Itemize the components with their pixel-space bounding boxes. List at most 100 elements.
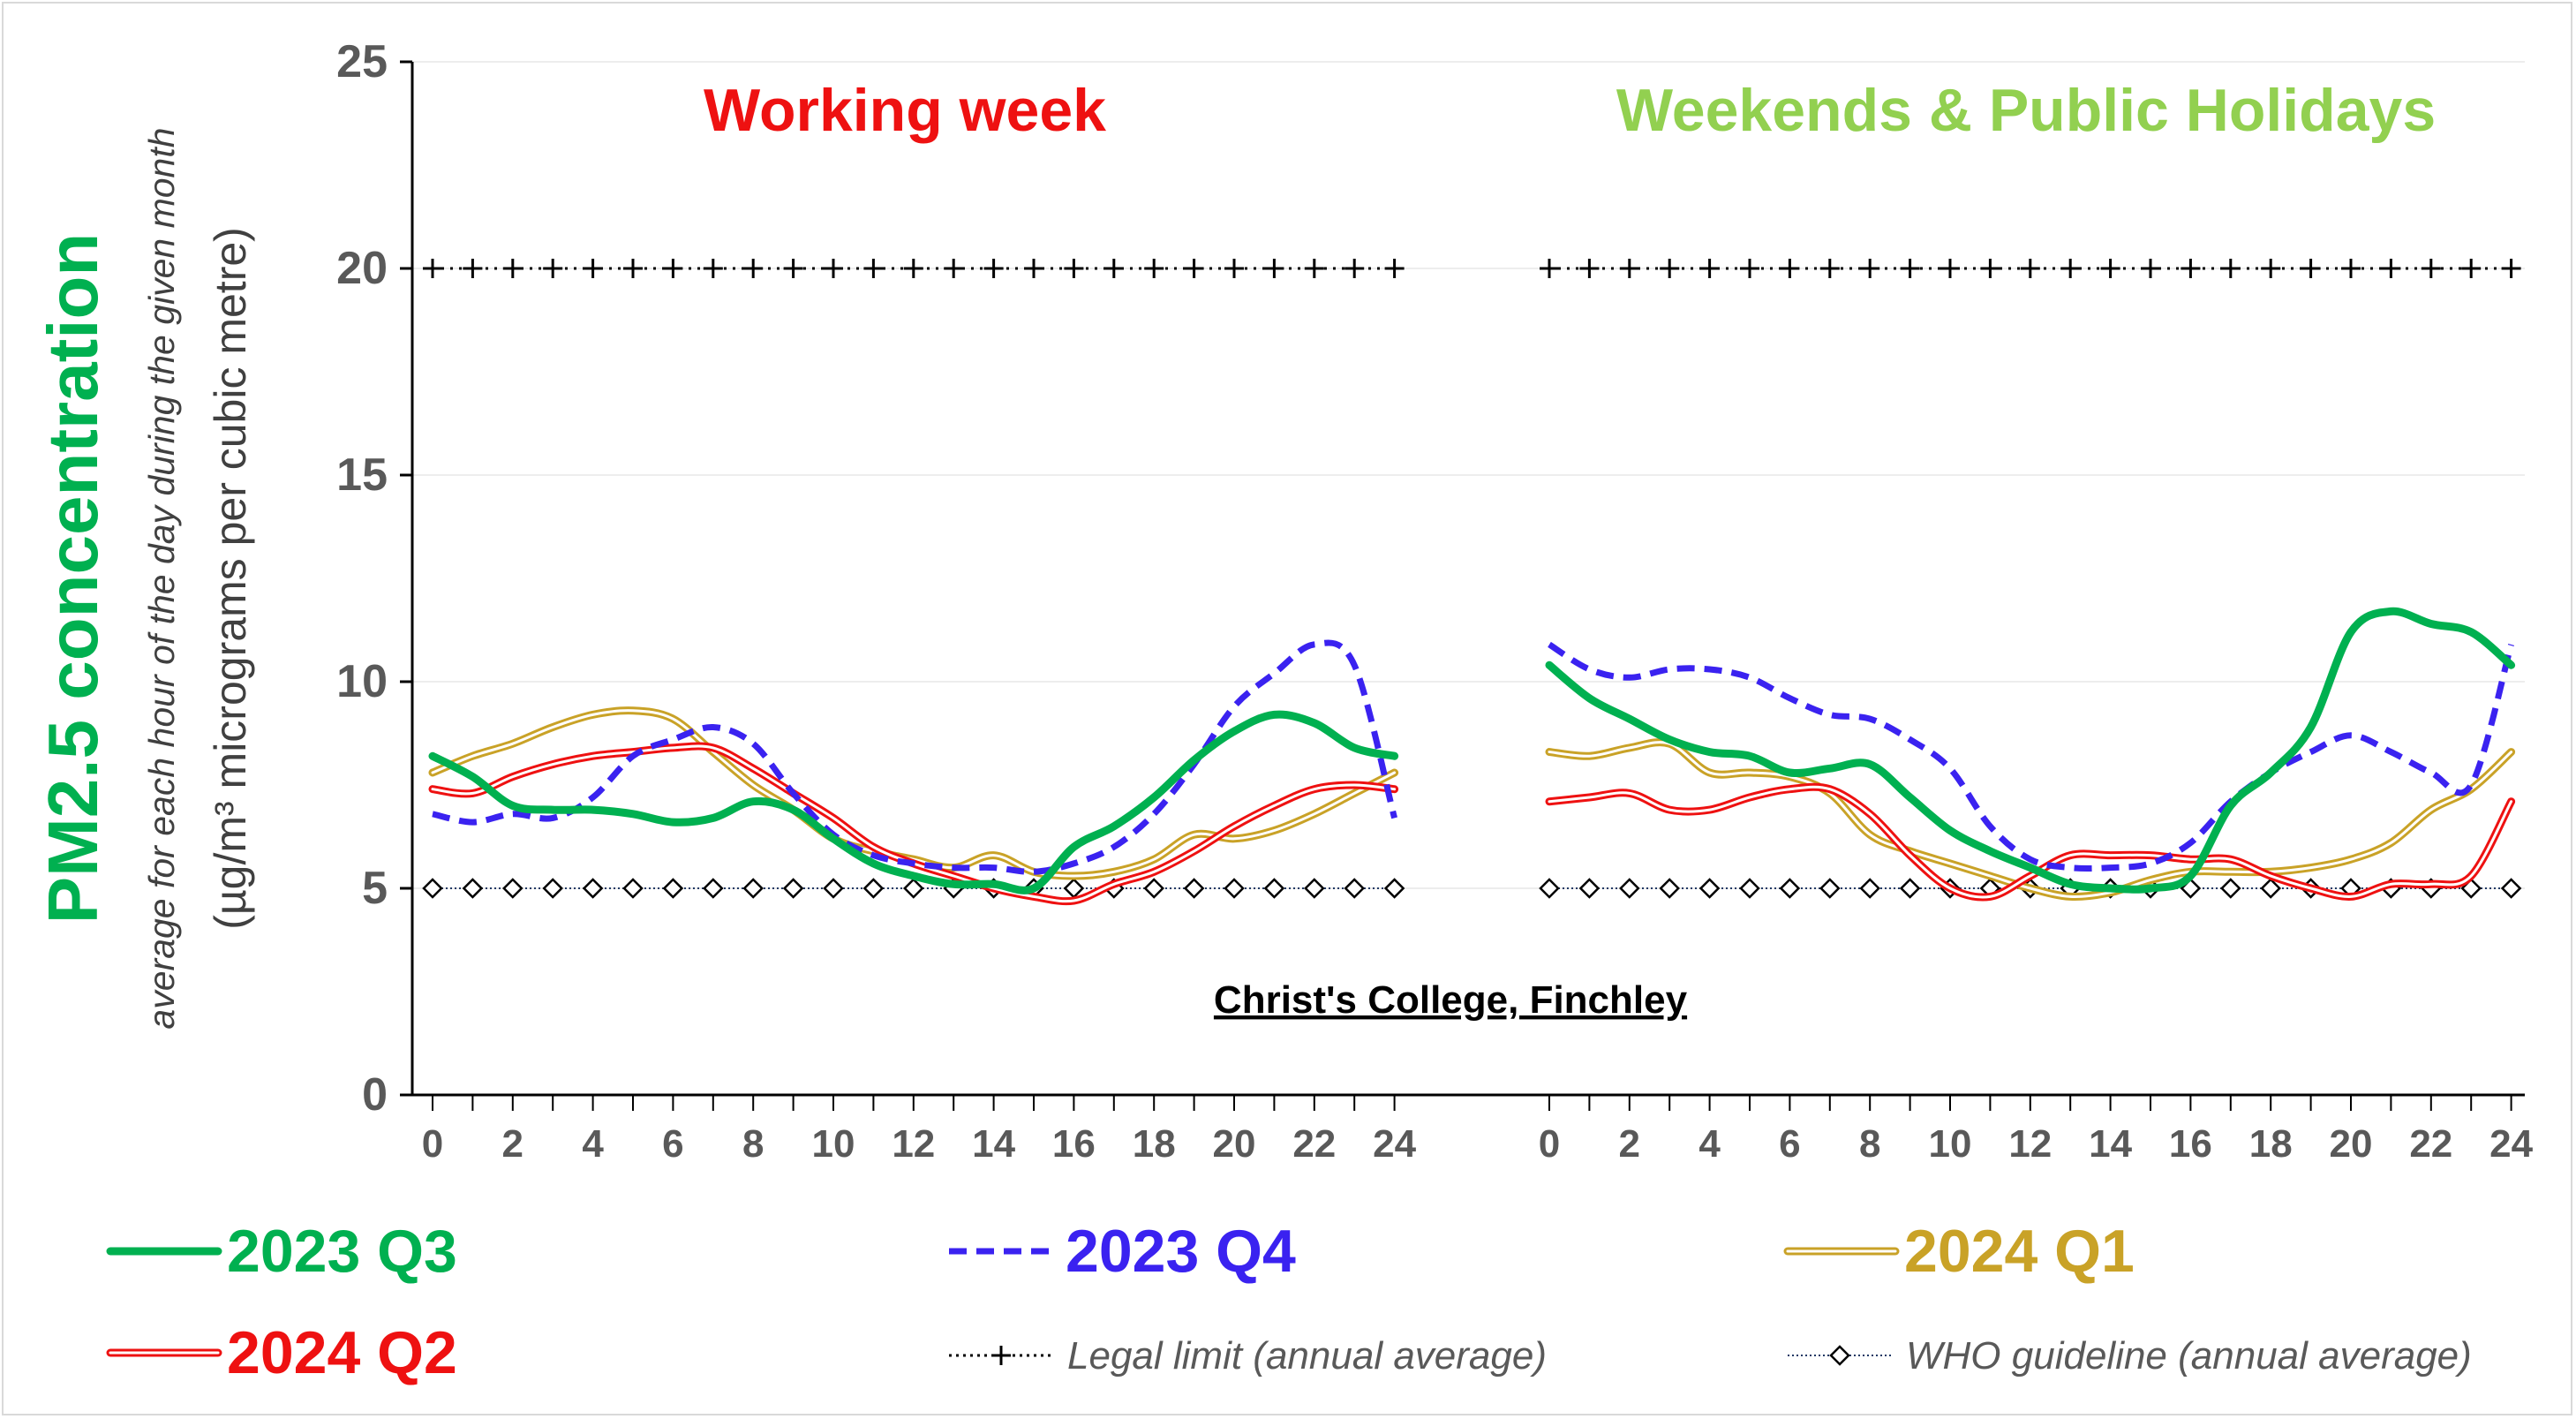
plus-marker bbox=[463, 259, 483, 278]
legend: 2023 Q3 2023 Q4 2024 Q1 2024 Q2 Legal limit … bbox=[106, 1218, 2472, 1386]
plus-marker bbox=[543, 259, 563, 278]
plus-marker bbox=[2421, 259, 2441, 278]
x-tick-label: 22 bbox=[1292, 1122, 1336, 1166]
legend-diamond-marker bbox=[1829, 1345, 1850, 1366]
legend-label-2024-q1: 2024 Q1 bbox=[1904, 1218, 2135, 1285]
diamond-marker bbox=[742, 878, 764, 899]
plus-marker bbox=[663, 259, 683, 278]
plus-marker bbox=[703, 259, 723, 278]
diamond-marker bbox=[422, 878, 443, 899]
plus-marker bbox=[1819, 259, 1840, 278]
plus-marker bbox=[863, 259, 884, 278]
plus-marker bbox=[2341, 259, 2361, 278]
diamond-marker bbox=[1304, 878, 1325, 899]
y-tick-label: 5 bbox=[362, 863, 388, 914]
diamond-marker bbox=[1539, 878, 1560, 899]
plus-marker bbox=[1344, 259, 1365, 278]
plus-marker bbox=[783, 259, 803, 278]
series-2024-q1-working bbox=[428, 706, 1399, 880]
x-tick-label: 0 bbox=[422, 1122, 443, 1166]
diamond-marker bbox=[862, 878, 885, 899]
legend-label-legal-limit: Legal limit (annual average) bbox=[1067, 1334, 1547, 1377]
x-tick-label: 24 bbox=[2489, 1122, 2533, 1166]
x-tick-label: 16 bbox=[1052, 1122, 1096, 1166]
plus-marker bbox=[2181, 259, 2201, 278]
series-2023-q3-weekend bbox=[1545, 607, 2516, 894]
plus-marker bbox=[824, 259, 843, 278]
x-tick-label: 10 bbox=[812, 1122, 855, 1166]
plus-marker bbox=[2020, 259, 2040, 278]
x-tick-label: 12 bbox=[892, 1122, 935, 1166]
diamond-marker bbox=[1063, 878, 1085, 899]
x-tick-label: 6 bbox=[662, 1122, 683, 1166]
x-tick-label: 12 bbox=[2008, 1122, 2052, 1166]
x-tick-label: 6 bbox=[1779, 1122, 1800, 1166]
plus-marker bbox=[1940, 259, 1960, 278]
x-tick-label: 20 bbox=[2330, 1122, 2373, 1166]
plus-marker bbox=[1384, 259, 1405, 278]
plus-marker bbox=[1064, 259, 1084, 278]
site-label: Christ's College, Finchley bbox=[1214, 978, 1688, 1022]
y-tick-label: 20 bbox=[336, 243, 388, 294]
x-tick-label: 2 bbox=[1619, 1122, 1640, 1166]
diamond-marker bbox=[662, 878, 684, 899]
plus-marker bbox=[2381, 259, 2401, 278]
plus-marker bbox=[1619, 259, 1639, 278]
diamond-marker bbox=[823, 878, 844, 899]
plus-marker bbox=[2220, 259, 2241, 278]
diamond-marker bbox=[1383, 878, 1405, 899]
diamond-marker bbox=[1859, 878, 1880, 899]
plus-marker bbox=[1144, 259, 1164, 278]
panel-title: Working week bbox=[704, 77, 1106, 144]
plus-marker bbox=[1780, 259, 1800, 278]
plus-marker bbox=[1699, 259, 1720, 278]
reference-lines bbox=[422, 259, 2522, 899]
diamond-marker bbox=[1578, 878, 1601, 899]
diamond-marker bbox=[782, 878, 804, 899]
diamond-marker bbox=[2500, 878, 2522, 899]
legend-label-2024-q2: 2024 Q2 bbox=[227, 1319, 457, 1386]
series-2023-q4-weekend bbox=[1548, 641, 2514, 872]
plus-marker bbox=[1860, 259, 1880, 278]
plus-marker bbox=[423, 259, 442, 278]
plus-marker bbox=[1540, 259, 1559, 278]
x-tick-label: 18 bbox=[2249, 1122, 2293, 1166]
plus-marker bbox=[1579, 259, 1600, 278]
y-tick-label: 25 bbox=[336, 36, 388, 87]
diamond-marker bbox=[903, 878, 924, 899]
plus-marker bbox=[983, 259, 1004, 278]
x-tick-label: 22 bbox=[2409, 1122, 2452, 1166]
y-axis-units: (µg/m³ micrograms per cubic metre) bbox=[206, 227, 255, 930]
series-2024-q1-working-inner bbox=[431, 709, 1397, 878]
plus-marker bbox=[1660, 259, 1680, 278]
x-tick-label: 8 bbox=[1859, 1122, 1880, 1166]
diamond-marker bbox=[582, 878, 604, 899]
plus-marker bbox=[2100, 259, 2120, 278]
x-tick-label: 16 bbox=[2169, 1122, 2212, 1166]
diamond-marker bbox=[2220, 878, 2241, 899]
series-2024-q2-weekend-inner bbox=[1548, 785, 2513, 899]
diamond-marker bbox=[1659, 878, 1680, 899]
diamond-marker bbox=[542, 878, 563, 899]
x-tick-label: 0 bbox=[1539, 1122, 1560, 1166]
diamond-marker bbox=[1344, 878, 1365, 899]
plus-marker bbox=[743, 259, 764, 278]
diamond-marker bbox=[622, 878, 644, 899]
plus-marker bbox=[1900, 259, 1920, 278]
series-2023-q4-working bbox=[432, 639, 1397, 875]
diamond-marker bbox=[1899, 878, 1921, 899]
series-lines bbox=[428, 607, 2516, 906]
y-axis-subtitle: average for each hour of the day during … bbox=[141, 127, 182, 1029]
diamond-marker bbox=[703, 878, 724, 899]
y-axis-title: PM2.5 concentration bbox=[34, 233, 112, 924]
plus-marker bbox=[1980, 259, 2000, 278]
plus-marker bbox=[583, 259, 603, 278]
legend-label-2023-q3: 2023 Q3 bbox=[227, 1218, 457, 1285]
series-2024-q1-weekend-inner bbox=[1548, 741, 2513, 899]
plus-marker bbox=[2461, 259, 2482, 278]
diamond-marker bbox=[1699, 878, 1721, 899]
plus-marker bbox=[2141, 259, 2160, 278]
x-tick-label: 14 bbox=[2089, 1122, 2132, 1166]
